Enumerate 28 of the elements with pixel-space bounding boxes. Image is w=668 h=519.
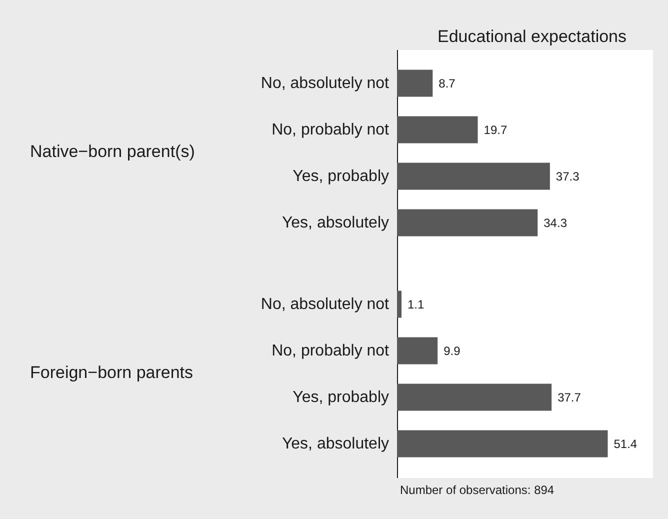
bar [397, 337, 438, 364]
bar [397, 162, 550, 190]
data-label: 1.1 [408, 297, 425, 312]
y-axis-title: Foreign−born parents [30, 363, 194, 382]
data-label: 34.3 [544, 216, 568, 230]
bar [397, 70, 433, 97]
text: Number of observations: 894 [400, 483, 554, 497]
y-tick-label: Yes, probably [292, 388, 389, 406]
data-label: 8.7 [438, 76, 456, 90]
bar [397, 384, 552, 411]
bar [397, 290, 402, 318]
bar [397, 209, 538, 236]
data-label: 37.3 [556, 169, 580, 184]
y-tick-label: Yes, absolutely [282, 435, 389, 452]
data-label: 9.9 [444, 344, 461, 358]
y-tick-label: No, probably not [272, 121, 390, 138]
data-label: 19.7 [484, 122, 508, 137]
y-tick-label: No, probably not [272, 342, 390, 360]
y-tick-label: No, absolutely not [260, 74, 390, 92]
data-label: 51.4 [614, 436, 638, 451]
bar [397, 430, 608, 458]
data-label: 37.7 [558, 390, 582, 404]
y-tick-label: No, absolutely not [260, 296, 390, 313]
y-tick-label: Yes, absolutely [282, 214, 389, 232]
bar [397, 116, 478, 144]
y-tick-label: Yes, probably [292, 168, 389, 185]
y-axis-title: Native−born parent(s) [30, 142, 195, 161]
chart-title: Educational expectations [437, 27, 627, 46]
